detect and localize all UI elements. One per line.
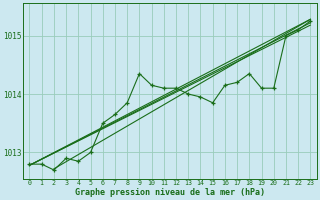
X-axis label: Graphe pression niveau de la mer (hPa): Graphe pression niveau de la mer (hPa) — [75, 188, 265, 197]
